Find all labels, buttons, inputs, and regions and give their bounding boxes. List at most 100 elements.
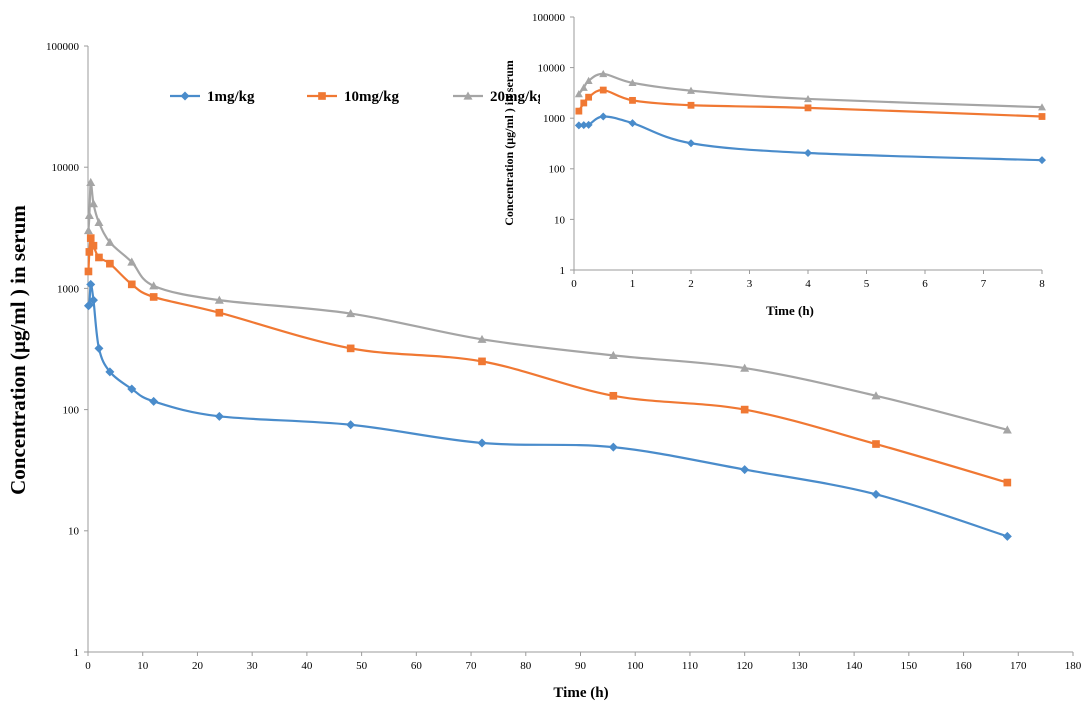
inset-data-point bbox=[1038, 103, 1046, 111]
inset-x-tick-label: 0 bbox=[571, 278, 577, 290]
main-data-point bbox=[346, 420, 356, 430]
main-data-point bbox=[127, 384, 137, 394]
main-data-point bbox=[609, 391, 618, 400]
main-y-axis-title: Concentration (µg/ml ) in serum bbox=[6, 205, 30, 495]
main-x-tick-label: 90 bbox=[575, 660, 587, 672]
legend-marker-2 bbox=[463, 91, 473, 100]
inset-y-tick-label: 10000 bbox=[538, 62, 566, 74]
legend-marker-1 bbox=[318, 92, 326, 100]
main-x-tick-label: 170 bbox=[1010, 660, 1027, 672]
main-series-line-0 bbox=[87, 283, 1008, 538]
inset-x-tick-label: 6 bbox=[922, 278, 928, 290]
inset-data-point bbox=[580, 99, 588, 107]
main-y-tick-label: 10 bbox=[68, 526, 80, 538]
main-x-tick-label: 140 bbox=[846, 660, 863, 672]
main-data-point bbox=[478, 357, 486, 366]
legend-label-1: 10mg/kg bbox=[344, 89, 400, 105]
legend-label-2: 20mg/kg bbox=[490, 89, 546, 105]
main-data-point bbox=[1002, 425, 1012, 434]
inset-data-point bbox=[584, 120, 593, 129]
inset-data-point bbox=[804, 94, 812, 103]
main-data-point bbox=[88, 295, 98, 305]
inset-x-tick-label: 7 bbox=[981, 278, 987, 290]
legend: 1mg/kg 10mg/kg 20mg/kg bbox=[170, 89, 546, 105]
inset-y-tick-label: 1 bbox=[560, 265, 566, 277]
main-data-point bbox=[608, 350, 618, 360]
legend-label-0: 1mg/kg bbox=[207, 89, 255, 105]
main-data-point bbox=[608, 442, 618, 452]
inset-data-point bbox=[579, 83, 588, 91]
main-data-point bbox=[149, 293, 158, 301]
inset-data-point bbox=[599, 86, 607, 94]
inset-background bbox=[540, 10, 1068, 322]
main-y-tick-label: 100000 bbox=[46, 41, 80, 53]
main-data-point bbox=[105, 367, 115, 377]
main-chart: Concentration (µg/ml ) in serum Time (h)… bbox=[6, 41, 1082, 701]
main-x-tick-label: 130 bbox=[791, 660, 808, 672]
main-x-tick-label: 70 bbox=[466, 660, 478, 672]
main-data-point bbox=[94, 343, 104, 353]
inset-data-point bbox=[628, 119, 637, 128]
main-data-point bbox=[94, 217, 104, 227]
main-data-point bbox=[215, 308, 224, 317]
inset-y-tick-label: 10 bbox=[554, 214, 566, 226]
inset-data-point bbox=[687, 101, 695, 109]
inset-data-point bbox=[628, 78, 637, 87]
main-data-point bbox=[871, 489, 881, 499]
inset-data-point bbox=[629, 96, 636, 104]
main-x-tick-label: 180 bbox=[1065, 660, 1082, 672]
main-y-tick-label: 100 bbox=[63, 404, 80, 416]
inset-x-tick-label: 3 bbox=[747, 278, 753, 290]
main-x-tick-label: 20 bbox=[192, 660, 204, 672]
main-data-point bbox=[214, 295, 224, 304]
main-data-point bbox=[105, 237, 115, 246]
main-data-point bbox=[872, 440, 880, 448]
inset-data-point bbox=[687, 86, 695, 94]
main-data-point bbox=[86, 177, 96, 186]
main-data-point bbox=[127, 257, 137, 266]
main-data-point bbox=[84, 210, 94, 220]
main-y-tick-label: 10000 bbox=[52, 162, 80, 174]
main-x-axis-title: Time (h) bbox=[553, 685, 608, 701]
inset-data-point bbox=[804, 104, 812, 112]
main-y-tick-label: 1 bbox=[74, 647, 80, 659]
inset-data-point bbox=[1038, 156, 1046, 165]
main-data-point bbox=[740, 405, 749, 414]
main-data-point bbox=[106, 259, 114, 268]
main-data-point bbox=[346, 344, 355, 353]
inset-x-tick-label: 2 bbox=[688, 278, 694, 290]
main-data-point bbox=[1003, 478, 1012, 487]
main-data-point bbox=[83, 226, 93, 235]
main-data-point bbox=[149, 281, 159, 290]
inset-data-point bbox=[1038, 113, 1046, 120]
inset-data-point bbox=[585, 93, 593, 101]
main-data-point bbox=[84, 267, 93, 276]
main-data-point bbox=[89, 241, 98, 250]
main-x-tick-label: 50 bbox=[356, 660, 368, 672]
inset-data-point bbox=[574, 121, 583, 130]
main-y-tick-label: 1000 bbox=[57, 283, 80, 295]
main-data-point bbox=[740, 465, 750, 475]
main-x-tick-label: 60 bbox=[411, 660, 423, 672]
main-data-point bbox=[86, 234, 95, 242]
inset-data-point bbox=[579, 121, 588, 130]
main-data-point bbox=[740, 363, 750, 372]
main-data-point bbox=[149, 396, 159, 406]
main-data-point bbox=[1002, 531, 1012, 541]
main-data-point bbox=[477, 438, 487, 448]
inset-data-point bbox=[599, 69, 608, 78]
main-x-tick-label: 110 bbox=[682, 660, 699, 672]
inset-x-tick-label: 4 bbox=[805, 278, 811, 290]
inset-data-point bbox=[687, 139, 695, 148]
inset-data-point bbox=[804, 149, 812, 158]
main-x-tick-label: 40 bbox=[301, 660, 313, 672]
main-data-point bbox=[85, 248, 94, 256]
inset-x-tick-label: 1 bbox=[630, 278, 636, 290]
inset-data-point bbox=[599, 112, 608, 121]
inset-x-axis-title: Time (h) bbox=[766, 303, 814, 318]
inset-data-point bbox=[575, 107, 583, 115]
main-data-point bbox=[127, 280, 136, 289]
inset-data-point bbox=[574, 90, 583, 98]
main-data-point bbox=[477, 334, 487, 343]
